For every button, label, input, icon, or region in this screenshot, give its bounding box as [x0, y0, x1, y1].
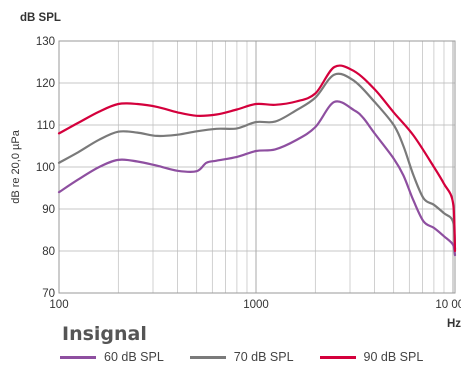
y-axis-unit-label: dB SPL	[20, 12, 61, 24]
tick-labels: 70 80 90 100 110 120 130 100 1000 10 000	[36, 36, 461, 311]
x-tick-label: 100	[49, 299, 68, 311]
x-tick-label: 1000	[243, 299, 269, 311]
y-tick-label: 110	[37, 120, 55, 132]
series-line-70	[57, 72, 457, 250]
series-line-90	[57, 64, 457, 253]
legend-label-90: 90 dB SPL	[363, 350, 424, 364]
y-tick-label: 80	[42, 246, 55, 258]
legend-swatch-70	[189, 355, 226, 359]
legend-swatch-90	[319, 355, 356, 359]
y-tick-label: 130	[36, 36, 55, 48]
legend-item-90: 90 dB SPL	[319, 350, 424, 364]
legend-swatch-60	[60, 355, 96, 359]
y-tick-label: 120	[36, 78, 55, 90]
y-tick-label: 100	[36, 162, 55, 174]
y-tick-label: 70	[42, 288, 55, 300]
legend-item-60: 60 dB SPL	[60, 350, 164, 364]
legend-item-70: 70 dB SPL	[189, 350, 294, 364]
legend-label-60: 60 dB SPL	[104, 350, 164, 364]
y-axis-label: dB re 20,0 µPa	[10, 129, 22, 203]
x-axis-label: Hz	[447, 318, 461, 330]
legend-title: Insignal	[62, 323, 147, 345]
chart-grid	[58, 40, 455, 294]
y-tick-label: 90	[42, 204, 55, 216]
x-tick-label: 10 000	[435, 299, 461, 311]
plot-frame	[58, 40, 456, 294]
legend: 60 dB SPL 70 dB SPL 90 dB SPL	[60, 350, 423, 364]
series-layer	[57, 64, 457, 257]
legend-label-70: 70 dB SPL	[233, 350, 294, 364]
series-line-60	[57, 100, 457, 257]
